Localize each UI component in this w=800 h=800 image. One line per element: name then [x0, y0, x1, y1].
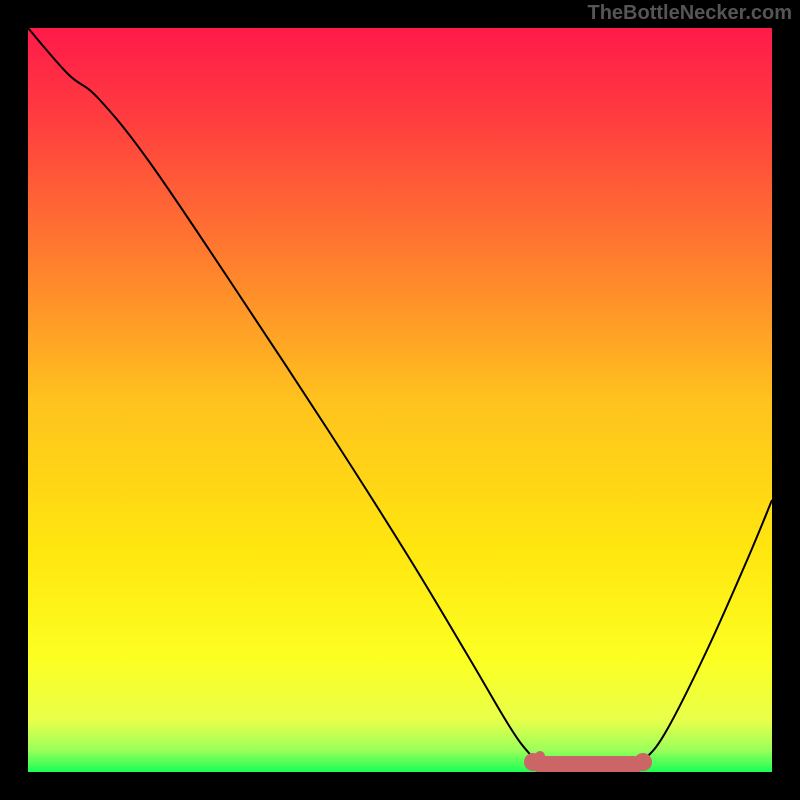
frame-border-left	[0, 0, 28, 800]
frame-border-bottom	[0, 772, 800, 800]
chart-svg	[28, 28, 772, 772]
frame-border-right	[772, 0, 800, 800]
chart-background-gradient	[28, 28, 772, 772]
chart-plot-area	[28, 28, 772, 772]
watermark-text: TheBottleNecker.com	[587, 2, 792, 25]
